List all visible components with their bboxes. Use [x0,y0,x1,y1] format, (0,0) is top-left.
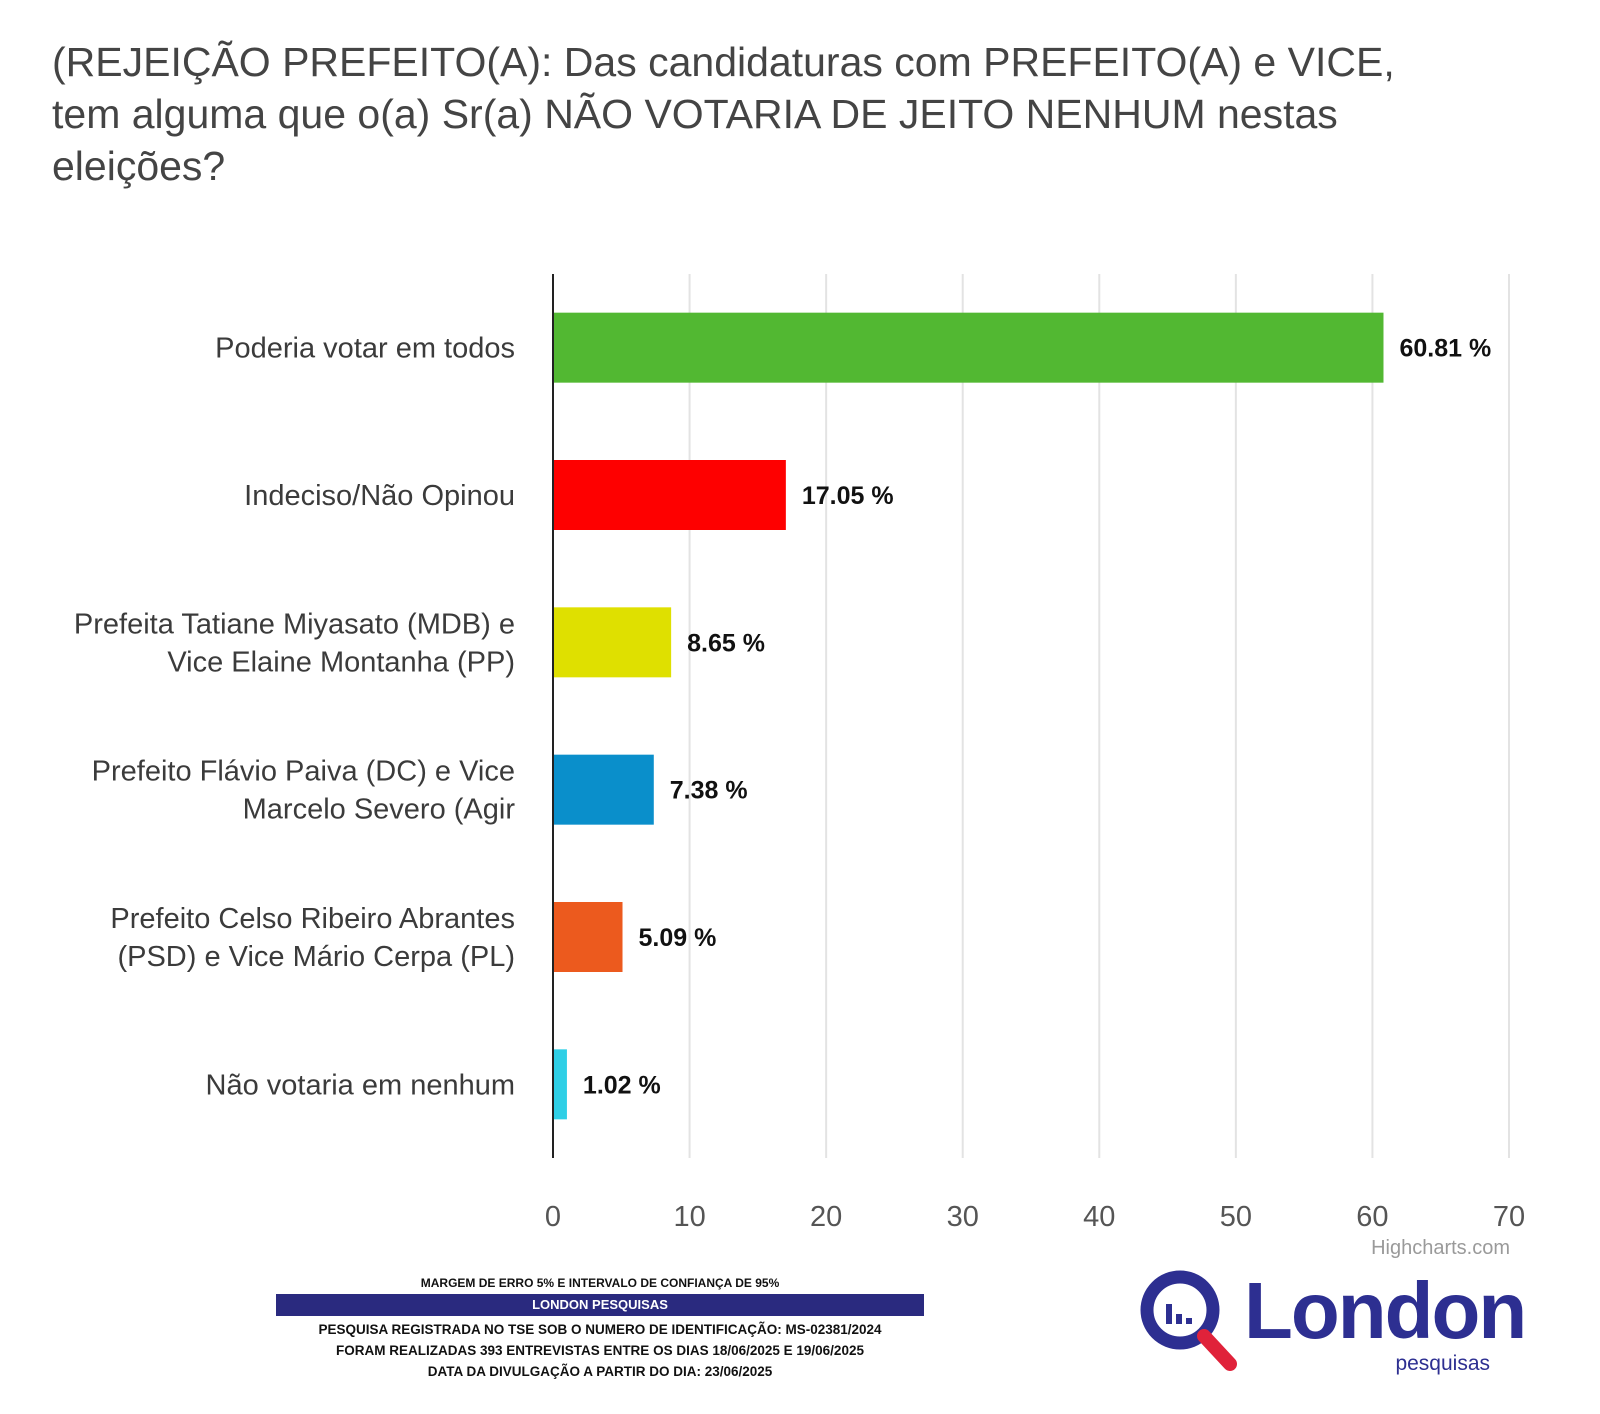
category-label: Prefeito Flávio Paiva (DC) e Vice Marcelo… [92,756,516,826]
x-tick-label: 50 [1220,1201,1252,1233]
data-label: 60.81 % [1399,335,1491,363]
company-band: LONDON PESQUISAS [276,1294,924,1316]
x-tick-label: 40 [1083,1201,1115,1233]
margin-of-error: MARGEM DE ERRO 5% E INTERVALO DE CONFIAN… [420,1276,780,1290]
category-label-line: Prefeita Tatiane Miyasato (MDB) e [74,608,515,640]
category-labels: Poderia votar em todos Indeciso/Não Opino… [74,333,515,1102]
x-axis-tick-labels: 0 10 20 30 40 50 60 70 [545,1201,1525,1233]
bar-chart: 0 10 20 30 40 50 60 70 60.81 % 17.05 % 8.65 % 7.38… [74,274,1525,1259]
category-label-line: Prefeito Celso Ribeiro Abrantes [110,903,515,935]
data-label: 5.09 % [639,924,717,952]
london-logo: London pesquisas [1140,1268,1527,1375]
x-tick-label: 10 [673,1201,705,1233]
magnifier-icon [1140,1270,1237,1371]
x-tick-label: 20 [810,1201,842,1233]
category-label-line: Marcelo Severo (Agir [243,794,516,826]
data-labels: 60.81 % 17.05 % 8.65 % 7.38 % 5.09 % 1.02 % [583,335,1491,1100]
survey-footer: MARGEM DE ERRO 5% E INTERVALO DE CONFIAN… [276,1275,924,1382]
bars [553,312,1384,1120]
x-tick-label: 0 [545,1201,561,1233]
category-label: Poderia votar em todos [215,333,515,365]
category-label-line: Vice Elaine Montanha (PP) [167,646,515,678]
category-label: Não votaria em nenhum [206,1069,516,1101]
data-label: 8.65 % [687,629,765,657]
bar[interactable] [553,607,672,678]
logo-wordmark: London [1244,1268,1525,1355]
x-tick-label: 30 [947,1201,979,1233]
category-label: Prefeita Tatiane Miyasato (MDB) e Vice El… [74,608,515,678]
credits-label[interactable]: Highcharts.com [1371,1237,1510,1259]
bar[interactable] [553,460,786,530]
release-date-text: DATA DA DIVULGAÇÃO A PARTIR DO DIA: 23/0… [427,1364,773,1379]
bar[interactable] [553,1049,567,1120]
bar[interactable] [553,902,623,972]
category-label-line: Prefeito Flávio Paiva (DC) e Vice [92,756,515,788]
registration-text: PESQUISA REGISTRADA NO TSE SOB O NUMERO … [318,1322,882,1337]
bar[interactable] [553,754,654,825]
data-label: 1.02 % [583,1071,661,1099]
category-label: Prefeito Celso Ribeiro Abrantes (PSD) e V… [110,903,515,973]
x-tick-label: 60 [1356,1201,1388,1233]
category-label-line: Poderia votar em todos [215,333,515,365]
data-label: 7.38 % [670,777,748,805]
bar[interactable] [553,312,1384,383]
chart-title: (REJEIÇÃO PREFEITO(A): Das candidaturas … [52,39,1395,189]
category-label: Indeciso/Não Opinou [244,480,515,512]
category-label-line: Indeciso/Não Opinou [244,480,515,512]
logo-tagline: pesquisas [1395,1352,1490,1375]
category-label-line: Não votaria em nenhum [206,1069,516,1101]
interviews-text: FORAM REALIZADAS 393 ENTREVISTAS ENTRE O… [336,1343,864,1358]
data-label: 17.05 % [802,482,894,510]
category-label-line: (PSD) e Vice Mário Cerpa (PL) [117,941,515,973]
x-tick-label: 70 [1493,1201,1525,1233]
grid-lines [688,274,1510,1158]
